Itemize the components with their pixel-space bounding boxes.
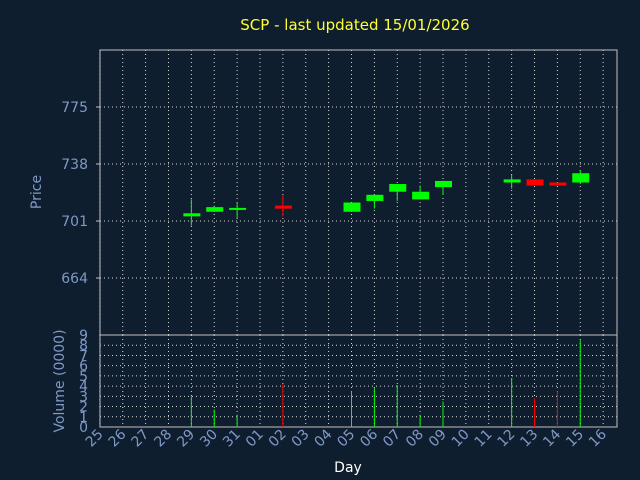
candle-body [206, 207, 224, 212]
x-tick-label: 13 [517, 427, 541, 451]
price-panel: 664 701 738 775 Price [29, 49, 618, 336]
volume-tick-label: 0 [79, 420, 88, 436]
x-tick-label: 12 [495, 427, 519, 451]
x-tick-label: 02 [266, 427, 290, 451]
x-tick-label: 07 [380, 427, 404, 451]
x-tick-label: 26 [106, 426, 130, 450]
x-tick-label: 11 [472, 427, 496, 451]
x-tick-labels: 2526272829303101020304050607080910111213… [83, 426, 610, 450]
x-tick-label: 05 [334, 427, 358, 451]
chart-title: SCP - last updated 15/01/2026 [240, 16, 469, 34]
candle-body [412, 191, 430, 200]
volume-tick-label: 7 [79, 348, 88, 364]
price-tick-label: 701 [61, 214, 88, 230]
x-tick-label: 30 [197, 427, 221, 451]
price-tick-label: 775 [61, 100, 88, 116]
x-tick-label: 06 [357, 426, 381, 450]
volume-tick-label: 4 [79, 379, 88, 395]
volume-tick-label: 3 [79, 389, 88, 405]
price-frame [99, 49, 618, 336]
candle-body [526, 179, 544, 186]
candle-body [503, 179, 521, 183]
x-tick-label: 08 [403, 427, 427, 451]
x-axis-label: Day [334, 460, 362, 476]
x-tick-label: 03 [289, 427, 313, 451]
candle-body [389, 184, 407, 192]
volume-tick-label: 8 [79, 338, 88, 354]
price-gridlines [99, 50, 617, 335]
volume-tick-label: 9 [79, 328, 88, 344]
candle-body [343, 202, 361, 212]
volume-tick-label: 1 [79, 410, 88, 426]
volume-axis-label: Volume (0000) [52, 329, 68, 432]
x-tick-label: 28 [151, 427, 175, 451]
candle-body [549, 182, 567, 186]
x-tick-label: 01 [243, 427, 267, 451]
price-tick-label: 664 [61, 271, 88, 287]
x-tick-label: 10 [449, 427, 473, 451]
candle-body [229, 207, 247, 210]
x-tick-label: 31 [220, 427, 244, 451]
x-tick-label: 27 [129, 427, 153, 451]
candle-body [274, 205, 292, 209]
volume-gridlines [99, 334, 617, 428]
price-tick-label: 738 [61, 157, 88, 173]
x-tick-label: 16 [586, 426, 610, 450]
candle-body [366, 194, 384, 201]
volume-frame [99, 334, 618, 428]
x-tick-label: 29 [174, 427, 198, 451]
volume-tick-label: 2 [79, 400, 88, 416]
x-tick-label: 09 [426, 427, 450, 451]
candle-body [572, 173, 590, 183]
candlesticks [183, 170, 590, 226]
volume-bars [190, 340, 581, 427]
candle-body [183, 213, 201, 217]
volume-tick-label: 5 [79, 369, 88, 385]
x-tick-label: 15 [563, 427, 587, 451]
x-tick-label: 14 [540, 426, 564, 450]
price-y-ticks: 664 701 738 775 [61, 100, 100, 287]
candle-body [435, 180, 453, 188]
price-axis-label: Price [29, 175, 45, 209]
volume-tick-label: 6 [79, 359, 88, 375]
x-tick-label: 04 [312, 426, 336, 450]
